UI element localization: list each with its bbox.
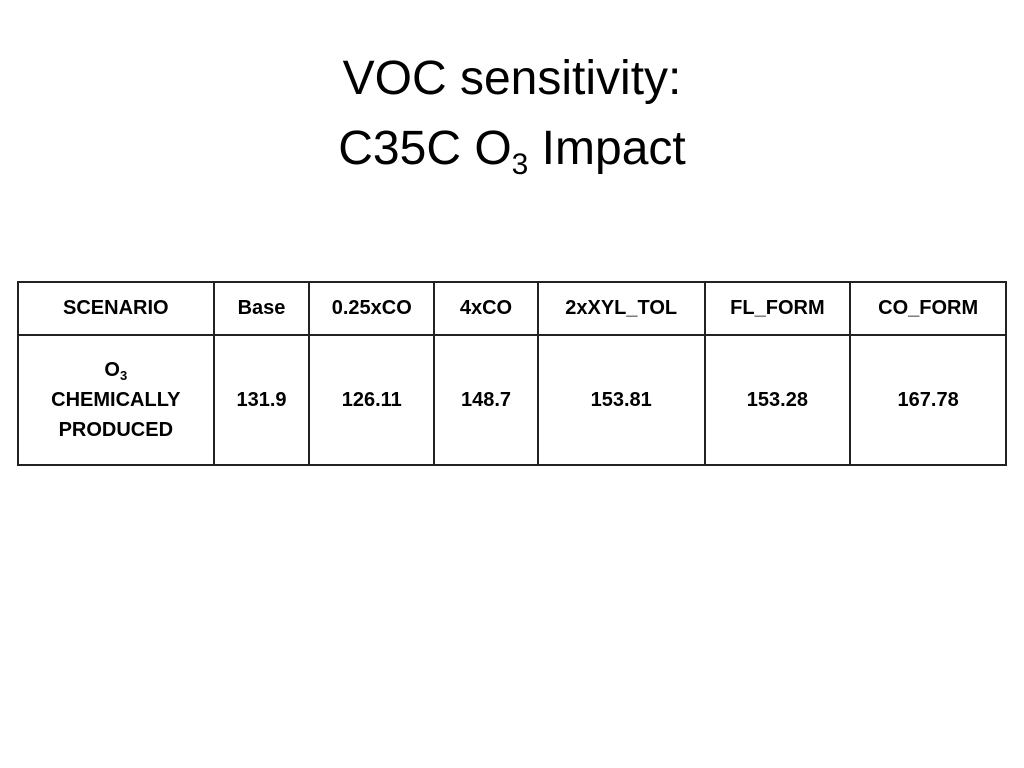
subscript: 3 [511,148,529,181]
data-table: SCENARIO Base 0.25xCO 4xCO 2xXYL_TOL FL_FORM C… [17,281,1007,466]
table-cell: 167.78 [849,334,1007,466]
header-cell: SCENARIO [17,281,215,336]
table-cell: 153.81 [536,334,706,466]
text-run: Impact [528,122,686,175]
slide-title: VOC sensitivity: C35C O3 Impact [0,44,1024,184]
text-line: VOC sensitivity: [0,44,1024,114]
header-cell: Base [212,281,311,336]
text-line: PRODUCED [23,415,209,445]
header-cell: CO_FORM [849,281,1007,336]
header-cell: 4xCO [433,281,539,336]
text-line: O3 [23,355,209,385]
text-run: PRODUCED [58,419,174,441]
text-line: C35C O3 Impact [0,114,1024,184]
table-cell: 148.7 [433,334,539,466]
text-line: CHEMICALLY [23,385,209,415]
table-cell: 131.9 [212,334,311,466]
text-run: CHEMICALLY [51,389,181,411]
row-label: O3 CHEMICALLY PRODUCED [17,334,215,466]
header-cell: 0.25xCO [308,281,436,336]
text-run: VOC sensitivity: [342,52,682,105]
table-row: O3 CHEMICALLY PRODUCED 131.9 126.11 148.7 153.… [17,334,1007,466]
text-run: C35C O [338,122,512,175]
subscript: 3 [119,368,128,383]
text-run: O [104,359,120,381]
table-cell: 126.11 [308,334,436,466]
header-cell: 2xXYL_TOL [536,281,706,336]
header-row: SCENARIO Base 0.25xCO 4xCO 2xXYL_TOL FL_FORM C… [17,281,1007,336]
table-cell: 153.28 [703,334,852,466]
header-cell: FL_FORM [703,281,852,336]
